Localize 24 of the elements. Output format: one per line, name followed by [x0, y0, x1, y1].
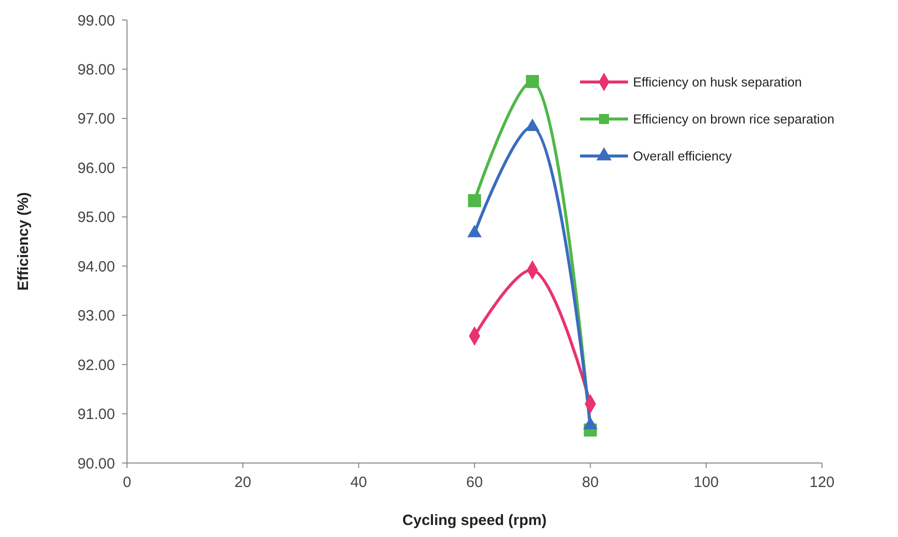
x-tick-label: 100: [694, 474, 719, 491]
y-tick-label: 95.00: [77, 209, 115, 226]
y-tick-label: 91.00: [77, 406, 115, 424]
x-tick-label: 80: [582, 474, 599, 491]
x-tick-label: 0: [122, 474, 132, 491]
y-axis-title: Efficiency (%): [15, 192, 32, 291]
y-tick-label: 90.00: [77, 455, 115, 472]
y-tick-label: 93.00: [77, 308, 115, 325]
legend-label: Efficiency on husk separation: [633, 74, 802, 90]
x-tick-label: 120: [809, 474, 835, 491]
x-tick-label: 60: [466, 474, 483, 491]
point: [468, 194, 482, 208]
y-tick-label: 97.00: [77, 110, 115, 128]
point: [526, 75, 539, 88]
x-tick-label: 40: [350, 474, 368, 491]
legend-label: Efficiency on brown rice separation: [633, 112, 834, 127]
legend-label: Overall efficiency: [633, 148, 732, 164]
y-tick-label: 99.00: [77, 12, 115, 30]
x-tick-label: 20: [234, 474, 252, 491]
x-axis-title: Cycling speed (rpm): [402, 512, 547, 529]
y-tick-label: 96.00: [77, 160, 115, 177]
y-tick-label: 94.00: [77, 258, 115, 276]
y-tick-label: 98.00: [77, 61, 115, 78]
y-tick-label: 92.00: [77, 356, 115, 374]
